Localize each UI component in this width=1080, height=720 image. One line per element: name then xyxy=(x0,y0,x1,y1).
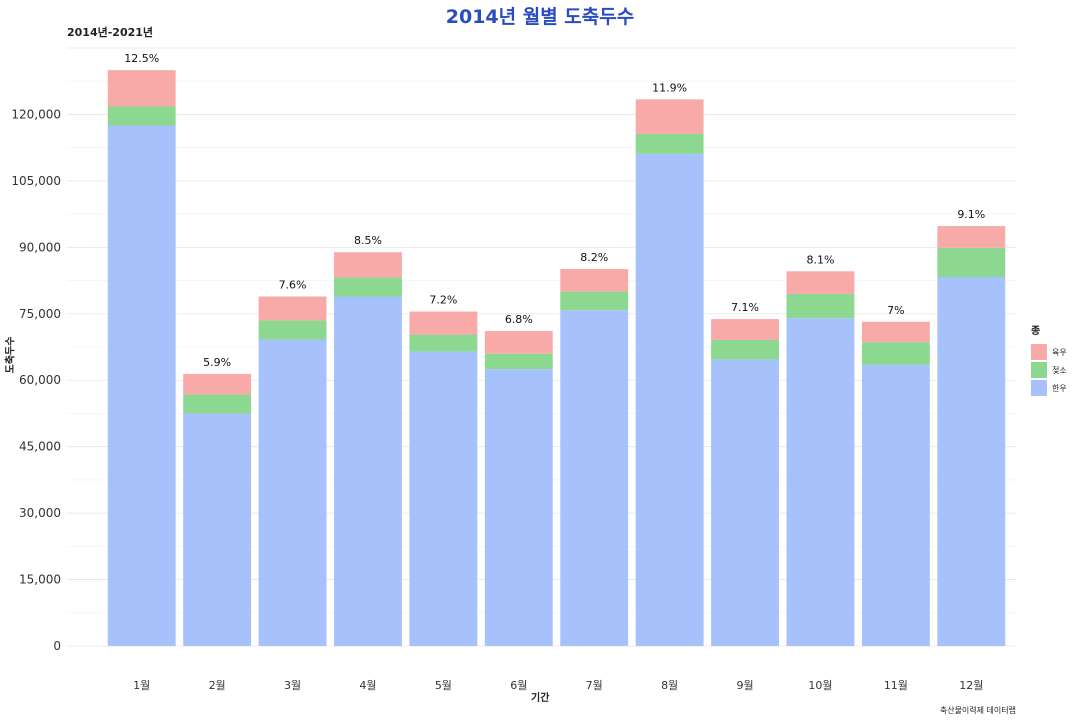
bar-segment xyxy=(937,277,1006,646)
bar-segment xyxy=(334,252,402,278)
bar-segment xyxy=(183,374,252,395)
y-tick-label: 15,000 xyxy=(19,573,61,587)
bar-segment xyxy=(258,320,327,340)
y-tick-label: 45,000 xyxy=(19,440,61,454)
bar-segment xyxy=(183,394,252,414)
bar-segment xyxy=(560,310,629,646)
legend-title: 종 xyxy=(1031,326,1041,337)
bar-segment xyxy=(334,277,402,297)
bar-segment xyxy=(861,321,930,343)
data-label: 8.2% xyxy=(580,251,608,264)
bar-segment xyxy=(258,296,327,321)
legend-item: 한우 xyxy=(1031,379,1067,397)
bar-segment xyxy=(409,351,478,646)
bar-segment xyxy=(107,106,176,126)
x-tick-label: 8월 xyxy=(661,679,678,692)
bar-segment xyxy=(711,319,779,340)
bar-segment xyxy=(861,342,930,365)
bar-segment xyxy=(484,331,553,354)
legend-label: 한우 xyxy=(1052,383,1067,393)
chart-title: 2014년 월별 도축두수 xyxy=(445,6,635,28)
bar-segment xyxy=(484,353,553,370)
data-label: 6.8% xyxy=(505,313,533,326)
y-axis-label: 도축두수 xyxy=(5,336,17,374)
data-label: 7% xyxy=(887,304,904,317)
bar-segment xyxy=(635,133,704,154)
legend-swatch xyxy=(1031,362,1047,378)
y-tick-label: 105,000 xyxy=(11,174,61,188)
legend-item: 젖소 xyxy=(1031,361,1067,379)
bar-segment xyxy=(861,364,930,646)
bar-segment xyxy=(107,125,176,647)
x-tick-label: 2월 xyxy=(209,679,226,692)
data-label: 11.9% xyxy=(652,81,687,94)
bar-segment xyxy=(409,311,478,335)
chart-subtitle: 2014년-2021년 xyxy=(67,26,154,39)
y-tick-label: 75,000 xyxy=(19,307,61,321)
x-tick-label: 4월 xyxy=(359,679,376,692)
y-tick-label: 90,000 xyxy=(19,240,61,254)
x-tick-label: 9월 xyxy=(736,679,753,692)
x-tick-label: 5월 xyxy=(435,679,452,692)
bar-segment xyxy=(107,70,176,107)
y-tick-label: 30,000 xyxy=(19,506,61,520)
bar-segment xyxy=(560,269,629,292)
bar-segment xyxy=(711,339,779,360)
x-tick-label: 1월 xyxy=(133,679,150,692)
bar-segment xyxy=(937,247,1006,278)
x-tick-label: 11월 xyxy=(884,679,908,692)
x-tick-label: 10월 xyxy=(808,679,832,692)
data-label: 12.5% xyxy=(124,52,159,65)
bar-segment xyxy=(937,226,1006,248)
bar-segment xyxy=(635,153,704,646)
y-tick-label: 60,000 xyxy=(19,373,61,387)
legend-label: 젖소 xyxy=(1052,365,1067,375)
bar-segment xyxy=(334,296,402,646)
legend-swatch xyxy=(1031,380,1047,396)
bar-segment xyxy=(635,99,704,134)
bar-segment xyxy=(258,339,327,646)
data-label: 7.1% xyxy=(731,301,759,314)
x-tick-label: 7월 xyxy=(586,679,603,692)
data-label: 7.6% xyxy=(279,279,307,292)
chart-caption: 축산물이력제 데이터랩 xyxy=(939,706,1016,715)
data-label: 5.9% xyxy=(203,356,231,369)
data-label: 9.1% xyxy=(957,208,985,221)
legend-swatch xyxy=(1031,344,1047,360)
x-tick-label: 12월 xyxy=(959,679,983,692)
bar-segment xyxy=(484,369,553,646)
data-label: 8.1% xyxy=(806,253,834,266)
bar-segment xyxy=(409,334,478,352)
x-tick-label: 3월 xyxy=(284,679,301,692)
legend-label: 육우 xyxy=(1052,347,1067,357)
data-label: 8.5% xyxy=(354,234,382,247)
y-tick-label: 0 xyxy=(53,639,61,653)
x-axis-label: 기간 xyxy=(531,693,550,704)
y-tick-label: 120,000 xyxy=(11,107,61,121)
bar-segment xyxy=(560,291,629,311)
bar-segment xyxy=(183,413,252,646)
x-tick-label: 6월 xyxy=(510,679,527,692)
bar-segment xyxy=(786,293,855,319)
bar-segment xyxy=(711,359,779,646)
bar-segment xyxy=(786,318,855,646)
data-label: 7.2% xyxy=(429,294,457,307)
legend-item: 육우 xyxy=(1031,343,1067,361)
bar-segment xyxy=(786,271,855,294)
